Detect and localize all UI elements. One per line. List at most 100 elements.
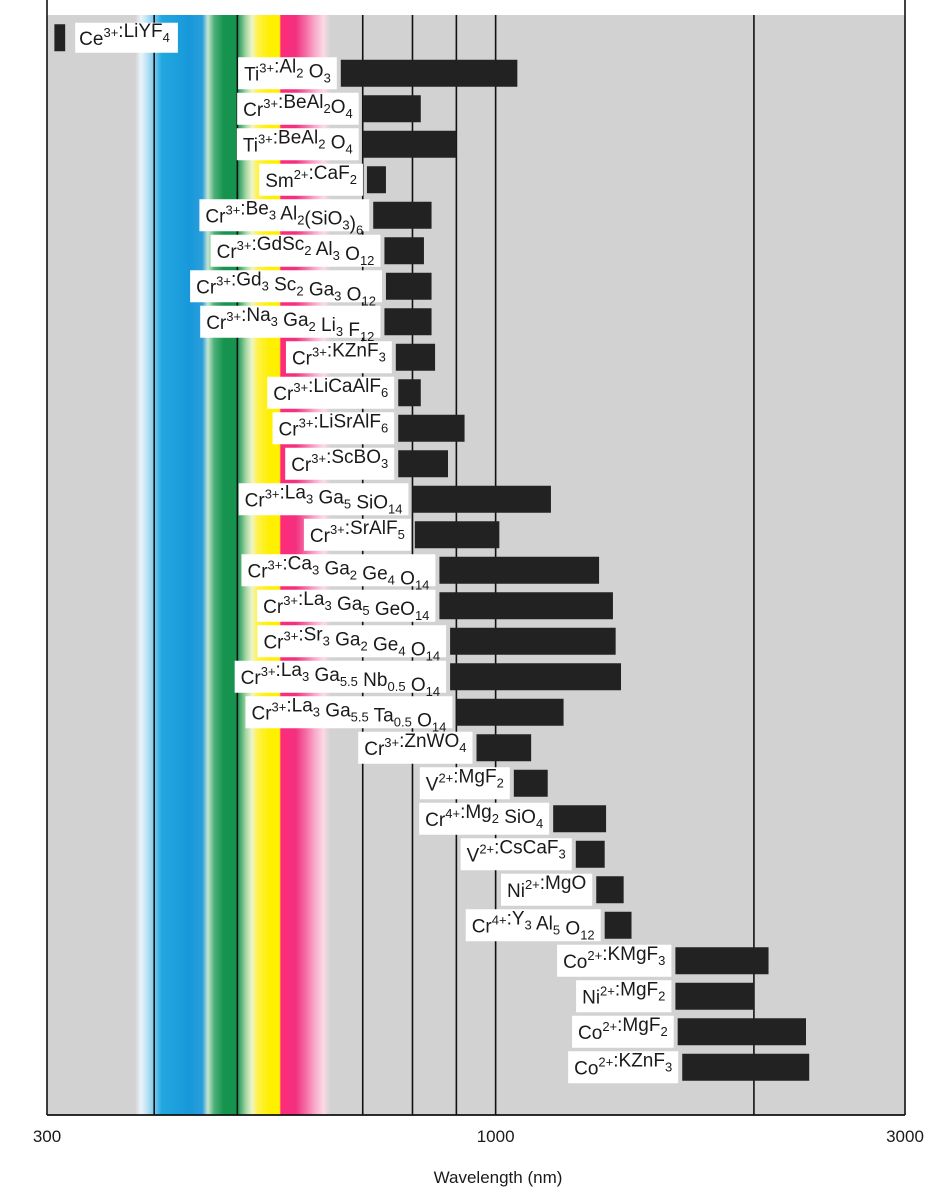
range-bar-0 [54,24,66,52]
range-label-19: Cr3+:La3 Ga5.5 Ta0.5 O14 [251,695,446,734]
label-part: 3 [262,278,269,293]
label-part: Cr [279,419,300,440]
range-bar-10 [398,379,421,407]
range-bar-16 [439,592,613,620]
label-part: 3+ [265,486,280,501]
range-bar-13 [412,485,551,513]
label-part: 3 [525,917,532,932]
range-label-29: Co2+:KZnF3 [574,1050,672,1079]
label-part: 2+ [294,167,309,182]
range-bar-27 [675,982,754,1010]
label-part: :KZnF [613,1050,665,1071]
range-label-bg-1 [238,57,337,90]
label-part: 5 [344,496,351,511]
label-part: Al [532,913,553,934]
label-part: Cr [292,348,313,369]
range-label-5: Cr3+:Be3 Al2(SiO3)6 [205,198,363,237]
label-part: O [340,244,360,265]
label-part: 3+ [226,309,241,324]
label-part: 5.5 [351,709,369,724]
range-label-28: Co2+:MgF2 [578,1015,668,1044]
label-part: O [325,132,345,153]
label-part: Ge [368,634,399,655]
label-part: :ZnWO [399,731,459,752]
range-bar-20 [476,734,532,762]
label-part: Cr [310,526,331,547]
range-label-bg-17 [257,625,447,658]
range-label-bg-7 [190,270,382,303]
range-label-bg-9 [285,341,392,374]
label-part: 3 [323,633,330,648]
label-part: 3+ [261,664,276,679]
x-tick-label-1000: 1000 [477,1127,515,1146]
label-part: 0.5 [387,679,405,694]
label-part: :ScBO [326,447,381,468]
range-label-21: V2+:MgF2 [426,766,504,795]
label-part: :Na [241,305,271,326]
label-part: 4 [388,572,395,587]
label-part: :SrAlF [345,518,398,539]
label-part: Cr [245,490,266,511]
range-label-bg-14 [303,518,411,551]
label-part: 3+ [216,273,231,288]
label-part: 3 [269,207,276,222]
label-part: 3+ [384,735,399,750]
label-part: 4 [345,141,352,156]
range-label-20: Cr3+:ZnWO4 [364,731,466,760]
label-part: Ga [330,629,361,650]
label-part: Li [316,315,336,336]
label-part: Nb [358,670,388,691]
label-part: 2 [660,1024,667,1039]
range-label-bg-16 [257,589,436,622]
range-bar-14 [414,521,500,549]
label-part: Cr [291,455,312,476]
label-part: GeO [370,599,415,620]
label-part: 14 [426,648,440,663]
label-part: 12 [361,293,375,308]
range-bar-6 [384,237,424,265]
label-part: 2+ [600,983,615,998]
label-part: :MgF [615,979,658,1000]
label-part: 2+ [602,1019,617,1034]
range-bar-15 [439,556,600,584]
label-part: 3 [665,1059,672,1074]
label-part: Cr [196,277,217,298]
range-label-bg-11 [272,412,395,445]
label-part: 4 [163,30,170,45]
label-part: :Ca [282,553,312,574]
range-bar-23 [575,840,605,868]
label-part: Co [578,1023,602,1044]
range-label-16: Cr3+:La3 Ga5 GeO14 [263,589,429,623]
label-part: :Mg [460,802,492,823]
label-part: :MgF [617,1015,660,1036]
label-part: 2 [296,283,303,298]
bars-layer [54,24,810,1081]
label-part: 4 [536,816,543,831]
range-label-7: Cr3+:Gd3 Sc2 Ga3 O12 [196,269,376,308]
range-label-bg-28 [572,1015,674,1048]
label-part: 2 [497,775,504,790]
range-label-bg-3 [236,128,359,161]
label-part: 2 [309,319,316,334]
range-label-22: Cr4+:Mg2 SiO4 [425,802,543,831]
range-label-bg-10 [267,376,395,409]
range-label-26: Co2+:KMgF3 [563,944,665,973]
label-part: 14 [415,608,429,623]
label-part: :LiCaAlF [308,376,381,397]
label-part: O [304,61,324,82]
label-part: 5 [362,603,369,618]
label-part: 14 [415,577,429,592]
label-part: 3+ [283,593,298,608]
range-label-25: Cr4+:Y3 Al5 O12 [472,908,595,942]
label-part: Al [276,203,297,224]
label-part: 3 [379,349,386,364]
range-bar-28 [677,1018,806,1046]
label-part: :BeAl [278,92,323,113]
range-bar-7 [385,272,432,300]
label-part: 3+ [312,344,327,359]
label-part: SiO [351,492,388,513]
label-part: 2 [296,65,303,80]
range-label-15: Cr3+:Ca3 Ga2 Ge4 O14 [247,553,429,592]
label-part: :Be [240,198,269,219]
